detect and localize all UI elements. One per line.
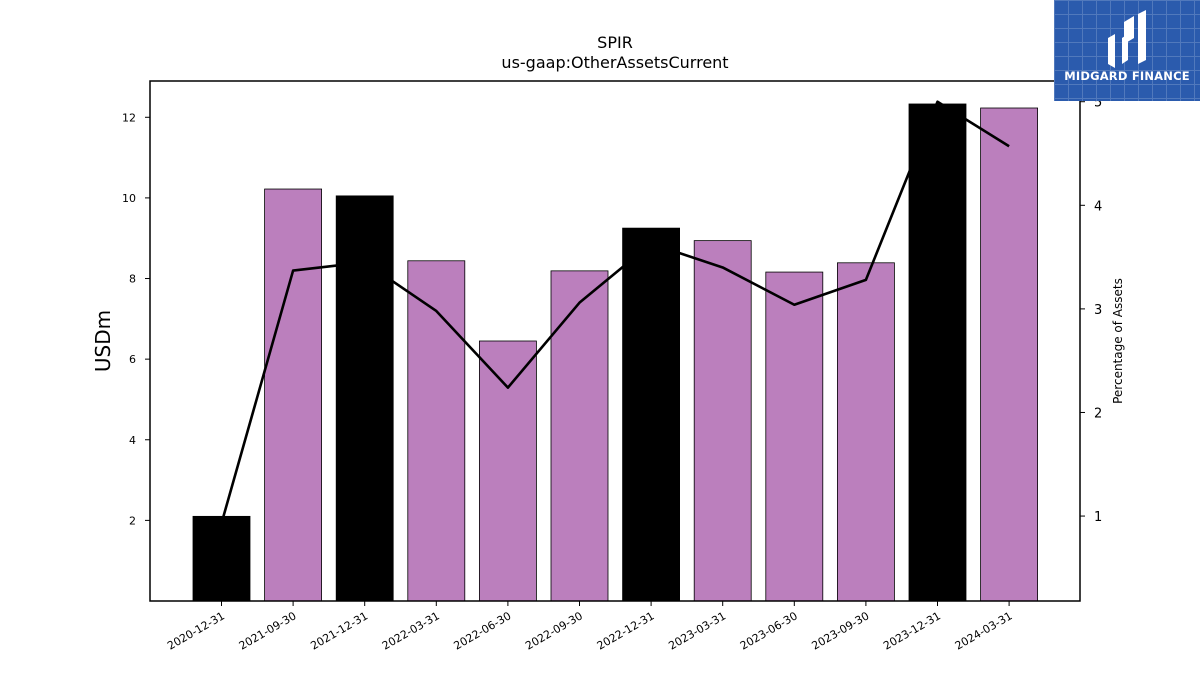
bar (264, 188, 323, 602)
bar (192, 515, 251, 602)
x-tick-label: 2023-12-31 (881, 609, 943, 652)
bar (693, 240, 752, 602)
x-tick-label: 2023-09-30 (810, 609, 872, 652)
midgard-finance-logo: MIDGARD FINANCE (1054, 0, 1200, 101)
y-tick-label: 12 (122, 111, 136, 124)
y2-tick-label: 4 (1094, 199, 1102, 214)
x-tick-label: 2022-03-31 (380, 609, 442, 652)
y-tick-label: 2 (129, 514, 136, 527)
y-axis-label: USDm (91, 310, 115, 372)
x-tick-label: 2020-12-31 (165, 609, 227, 652)
bar (765, 271, 824, 602)
x-tick-label: 2023-06-30 (738, 609, 800, 652)
y-tick-label: 6 (129, 353, 136, 366)
x-tick-label: 2022-12-31 (595, 609, 657, 652)
percentage-line (220, 100, 1010, 524)
y2-tick-label: 5 (1094, 96, 1102, 111)
bar (837, 262, 895, 602)
y-tick-label: 10 (122, 192, 136, 205)
y2-tick-label: 1 (1094, 510, 1102, 525)
bar (335, 195, 394, 602)
logo-mark-icon (1108, 10, 1146, 68)
y2-tick-label: 2 (1094, 406, 1102, 421)
bar (908, 103, 967, 602)
y-tick-label: 4 (129, 434, 136, 447)
y-tick-label: 8 (129, 273, 136, 286)
bar (407, 260, 466, 602)
bar (550, 270, 609, 602)
x-tick-label: 2024-03-31 (953, 609, 1015, 652)
x-tick-label: 2021-12-31 (308, 609, 370, 652)
x-tick-label: 2022-06-30 (452, 609, 514, 652)
y2-axis-label: Percentage of Assets (1111, 278, 1125, 404)
y2-tick-label: 3 (1094, 303, 1102, 318)
x-tick-label: 2022-09-30 (523, 609, 585, 652)
bar (980, 107, 1038, 602)
bar (622, 227, 680, 602)
plot-frame (149, 80, 1081, 602)
bar (478, 340, 537, 602)
chart-subtitle: us-gaap:OtherAssetsCurrent (501, 53, 728, 72)
chart-title: SPIR (597, 33, 633, 52)
logo-text: MIDGARD FINANCE (1064, 69, 1190, 83)
x-tick-label: 2023-03-31 (666, 609, 728, 652)
x-tick-label: 2021-09-30 (237, 609, 299, 652)
